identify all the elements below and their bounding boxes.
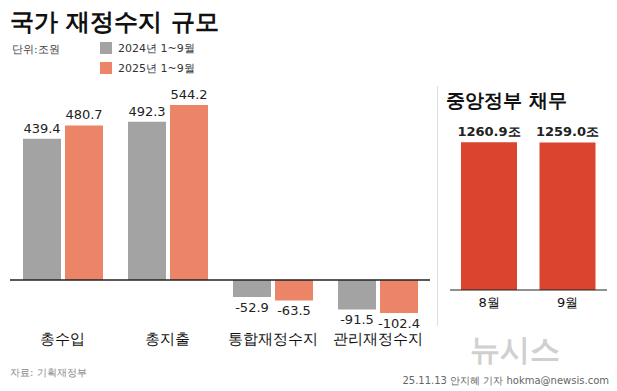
svg-text:통합재정수지: 통합재정수지 <box>228 330 318 348</box>
svg-text:총지출: 총지출 <box>145 330 190 348</box>
svg-text:9월: 9월 <box>557 295 578 310</box>
html-text:중앙정부 채무: 중앙정부 채무 <box>446 89 567 111</box>
svg-text:1259.0조: 1259.0조 <box>536 124 599 139</box>
svg-text:-102.4: -102.4 <box>378 316 420 331</box>
svg-text:-52.9: -52.9 <box>235 300 269 315</box>
svg-text:492.3: 492.3 <box>128 104 165 119</box>
svg-text:480.7: 480.7 <box>65 107 102 122</box>
html-text:자료: 기획재정부: 자료: 기획재정부 <box>10 367 87 378</box>
html-text:25.11.13 안지혜 기자 hokma@newsis.c: 25.11.13 안지혜 기자 hokma@newsis.com <box>402 375 609 386</box>
svg-text:8월: 8월 <box>479 295 500 310</box>
svg-text:1260.9조: 1260.9조 <box>457 124 520 139</box>
html-text:국가 재정수지 규모: 국가 재정수지 규모 <box>10 8 219 36</box>
svg-text:총수입: 총수입 <box>40 330 85 348</box>
html-text:단위:조원: 단위:조원 <box>12 43 60 56</box>
svg-text:544.2: 544.2 <box>170 87 207 102</box>
svg-text:관리재정수지: 관리재정수지 <box>333 330 423 348</box>
svg-text:439.4: 439.4 <box>23 121 60 136</box>
html-text:뉴시스: 뉴시스 <box>470 332 560 367</box>
svg-text:-91.5: -91.5 <box>340 312 374 327</box>
svg-text:-63.5: -63.5 <box>277 303 311 318</box>
html-text:2024년 1~9월: 2024년 1~9월 <box>118 41 195 55</box>
html-text:2025년 1~9월: 2025년 1~9월 <box>118 61 195 75</box>
